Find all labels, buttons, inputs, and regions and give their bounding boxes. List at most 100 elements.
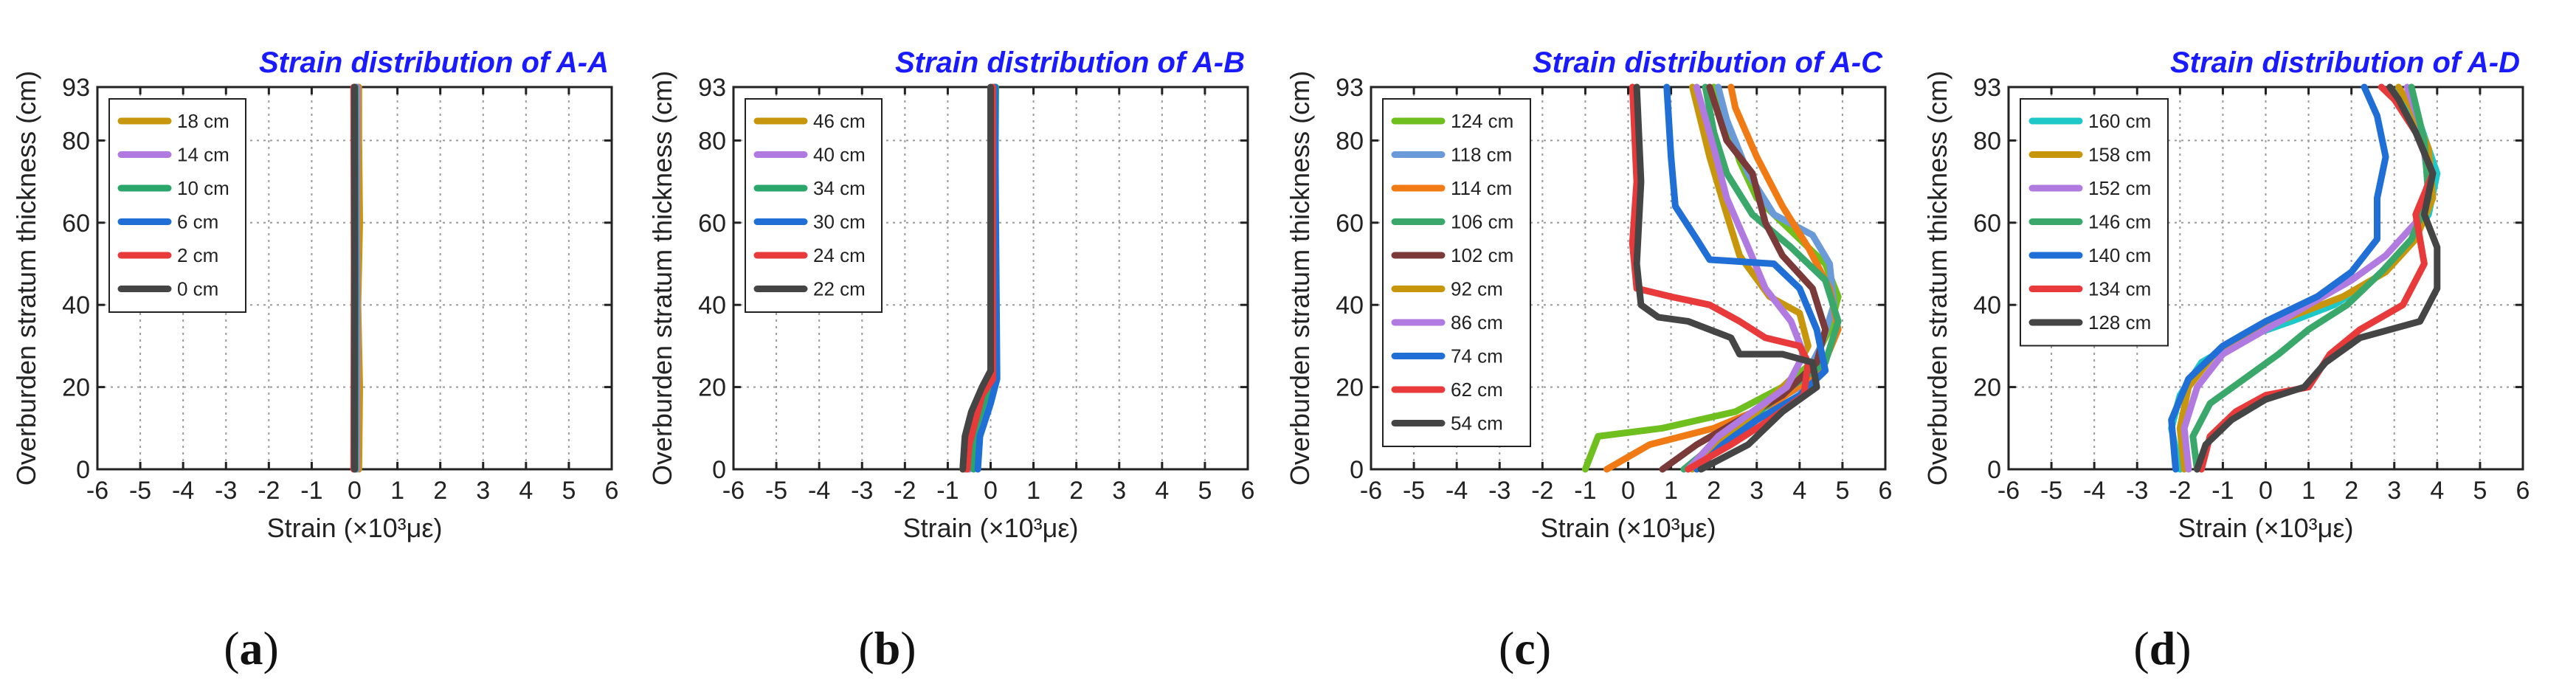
x-tick-label: -3 [851,477,873,505]
x-tick-label: -3 [1488,477,1510,505]
x-tick-label: 5 [562,477,576,505]
y-tick-label: 40 [1973,291,2001,319]
panel-caption: (a) [224,622,279,674]
x-tick-label: 0 [348,477,362,505]
x-tick-label: -2 [894,477,916,505]
x-tick-label: -1 [936,477,959,505]
y-tick-label: 40 [698,291,726,319]
chart-panel-c: Strain distribution of A-C -6 -5 -4 -3 -2 -1 0 1… [1285,46,1892,674]
series-line-140-cm [2168,83,2389,473]
series-line-146-cm [2189,83,2432,473]
legend-label: 146 cm [2088,211,2151,233]
legend-label: 114 cm [1451,177,1512,199]
legend-label: 40 cm [813,144,866,166]
x-tick-label: -6 [1360,477,1382,505]
x-tick-label: 4 [1792,477,1806,505]
x-tick-label: 4 [519,477,533,505]
y-tick-label: 93 [62,74,90,102]
chart-panel-b: Strain distribution of A-B-6 -5 -4 -3 -2 -1 0 1… [647,46,1254,674]
legend-label: 102 cm [1451,244,1513,266]
x-tick-label: 5 [1835,477,1849,505]
legend-label: 158 cm [2088,144,2151,166]
series-line-86-cm [1685,83,1808,473]
x-tick-label: -4 [172,477,194,505]
caption-letter: d [2149,622,2176,674]
y-axis-label: Overburden stratum thickness (cm) [1285,71,1315,486]
y-tick-label: 93 [1336,74,1364,102]
y-tick-label: 60 [62,210,90,238]
panel-caption: (c) [1499,622,1551,674]
legend-label: 128 cm [2088,311,2151,334]
legend-label: 160 cm [2088,110,2151,132]
chart-title: Strain distribution of A-A [259,46,609,79]
y-tick-label: 20 [698,374,726,402]
x-tick-label: 4 [2430,477,2444,505]
legend-label: 140 cm [2088,244,2151,266]
series-line-152-cm [2180,83,2432,473]
x-tick-label: 5 [2473,477,2487,505]
y-tick-label: 0 [1987,456,2001,484]
caption-open-paren: ( [1499,622,1514,674]
x-axis-label: Strain (×10³με) [2178,513,2354,543]
y-tick-label: 60 [698,210,726,238]
legend-label: 2 cm [177,244,218,266]
y-tick-label: 20 [1973,374,2001,402]
y-tick-label: 80 [698,127,726,155]
x-tick-label: 0 [984,477,998,505]
x-tick-label: -4 [1446,477,1468,505]
legend-label: 62 cm [1451,379,1503,401]
panel-caption: (b) [858,622,916,674]
legend-label: 0 cm [177,278,218,300]
series-line-22-cm [959,83,994,473]
x-tick-label: 1 [2302,477,2316,505]
x-tick-label: 1 [390,477,404,505]
x-tick-label: -4 [808,477,830,505]
y-tick-label: 40 [62,291,90,319]
y-axis-label: Overburden stratum thickness (cm) [1922,71,1952,486]
x-tick-label: 6 [605,477,619,505]
y-tick-label: 60 [1336,210,1364,238]
y-tick-label: 40 [1336,291,1364,319]
y-tick-label: 0 [1350,456,1364,484]
chart-title: Strain distribution of A-D [2170,46,2520,79]
legend-label: 10 cm [177,177,229,199]
legend-box [108,98,246,313]
legend-label: 92 cm [1451,278,1503,300]
x-tick-label: -5 [2040,477,2062,505]
x-tick-label: -3 [2126,477,2148,505]
x-tick-label: 3 [476,477,490,505]
chart-title: Strain distribution of A-C [1533,46,1883,79]
x-tick-label: -6 [86,477,108,505]
caption-letter: a [240,622,263,674]
x-tick-label: 6 [1241,477,1255,505]
y-tick-label: 0 [712,456,726,484]
legend-label: 46 cm [813,110,866,132]
series-line-54-cm [1633,83,1820,473]
x-tick-label: 4 [1155,477,1169,505]
legend-label: 18 cm [177,110,229,132]
y-tick-label: 20 [1336,374,1364,402]
x-tick-label: -1 [2211,477,2234,505]
series-line-74-cm [1663,83,1829,473]
x-tick-label: 0 [1621,477,1635,505]
x-tick-label: 6 [2516,477,2530,505]
x-tick-label: 3 [1750,477,1764,505]
x-tick-label: -4 [2083,477,2105,505]
legend-label: 24 cm [813,244,866,266]
x-tick-label: -2 [258,477,280,505]
caption-close-paren: ) [1536,622,1551,674]
caption-open-paren: ( [2133,622,2149,674]
y-tick-label: 20 [62,374,90,402]
x-tick-label: 1 [1026,477,1040,505]
legend-label: 54 cm [1451,412,1503,435]
series-line-158-cm [2176,83,2437,473]
y-tick-label: 60 [1973,210,2001,238]
caption-open-paren: ( [858,622,874,674]
chart-panel-a: Strain distribution of A-A-6 -5 -4 -3 -2 -1 0 1… [11,46,618,674]
legend-label: 152 cm [2088,177,2151,199]
series-line-128-cm [2194,83,2441,473]
series-line-160-cm [2168,83,2441,473]
x-tick-label: -3 [215,477,237,505]
y-tick-label: 80 [62,127,90,155]
